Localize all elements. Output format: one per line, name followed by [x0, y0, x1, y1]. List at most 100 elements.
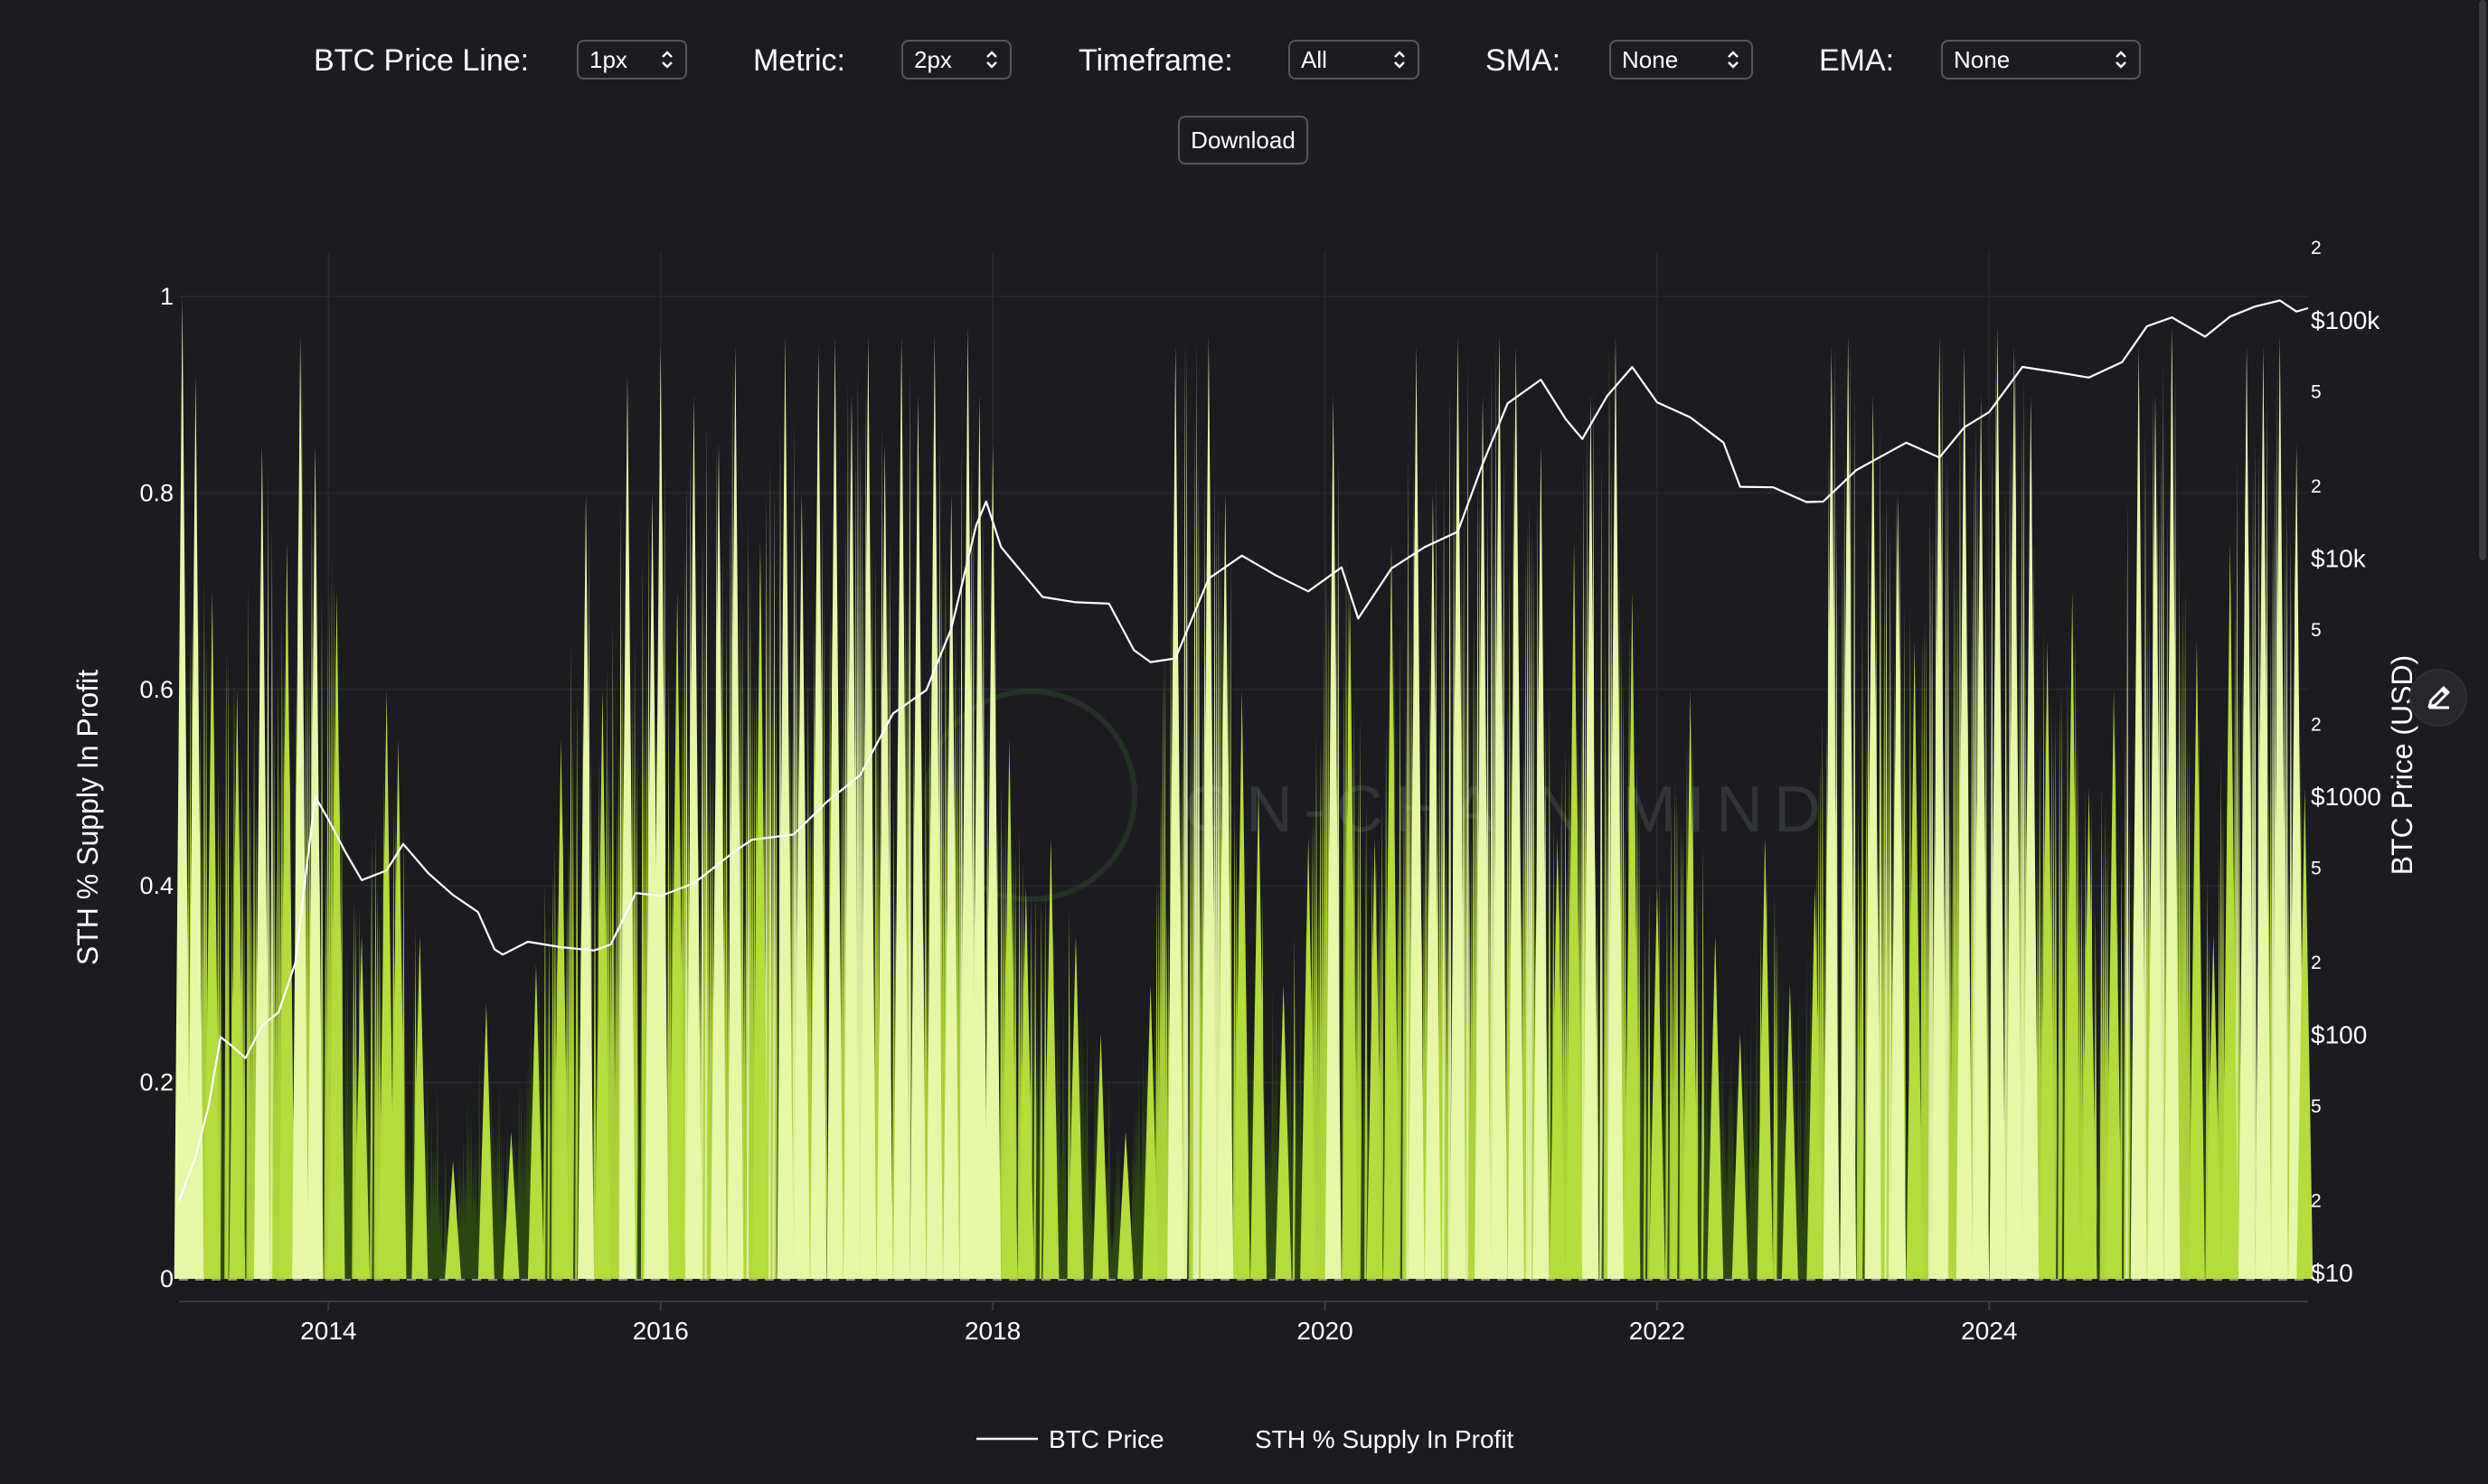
watermark: ON-CHAIN MIND: [924, 689, 1821, 902]
supply-profit-bar: [328, 591, 345, 1279]
btc-price-series: [177, 299, 2309, 1202]
chevron-updown-icon: [662, 51, 673, 69]
supply-profit-bar: [2188, 640, 2205, 1279]
chevron-updown-icon: [2116, 51, 2126, 69]
supply-profit-spike: [1398, 632, 1402, 1279]
supply-profit-bar: [1017, 886, 1034, 1279]
left-axis-tick-label: 0.4: [139, 872, 174, 899]
sma-select[interactable]: None: [1609, 40, 1753, 80]
supply-profit-spike: [908, 365, 912, 1280]
supply-profit-spike: [635, 752, 639, 1279]
supply-profit-bar: [1449, 335, 1466, 1280]
supply-profit-spike: [1063, 1071, 1068, 1279]
left-axis-title: STH % Supply In Profit: [71, 670, 104, 965]
supply-profit-spike: [1088, 1156, 1093, 1279]
supply-profit-bar: [2130, 345, 2147, 1280]
page-scrollbar[interactable]: [2479, 0, 2486, 560]
metric-select[interactable]: 2px: [901, 40, 1012, 80]
sma-label: SMA:: [1485, 43, 1561, 78]
supply-profit-bar: [843, 394, 860, 1279]
supply-profit-spike: [1860, 608, 1864, 1279]
supply-profit-bar: [909, 394, 927, 1279]
supply-profit-bar: [985, 444, 1002, 1279]
supply-profit-bar: [1731, 1033, 1748, 1279]
supply-profit-bar: [2205, 935, 2222, 1279]
supply-profit-bar: [1092, 1033, 1109, 1279]
download-button[interactable]: Download: [1178, 116, 1308, 164]
supply-profit-spike: [1184, 342, 1189, 1280]
supply-profit-bar: [503, 1131, 520, 1279]
supply-profit-bar: [306, 444, 324, 1279]
supply-profit-bar: [2064, 591, 2081, 1279]
right-axis-tick-label: 2: [2311, 238, 2322, 258]
ema-select[interactable]: None: [1941, 40, 2141, 80]
supply-profit-bar: [1475, 394, 1492, 1279]
supply-profit-bar: [578, 493, 595, 1279]
supply-profit-bar: [1864, 394, 1881, 1279]
supply-profit-bar: [826, 335, 843, 1280]
supply-profit-bar: [1042, 836, 1060, 1279]
timeframe-label: Timeframe:: [1079, 43, 1233, 78]
sma-value: None: [1622, 46, 1679, 73]
supply-profit-spike: [704, 419, 709, 1280]
right-axis-tick-label: $10: [2311, 1259, 2353, 1287]
supply-profit-bar: [1408, 345, 1425, 1280]
legend-btc-price-label: BTC Price: [1049, 1425, 1164, 1453]
supply-profit-bar: [876, 444, 893, 1279]
supply-profit-spike: [2161, 362, 2165, 1280]
x-axis-tick-label: 2014: [300, 1317, 356, 1345]
supply-profit-bar: [2106, 689, 2123, 1279]
supply-profit-spike: [2053, 712, 2058, 1279]
supply-profit-spike: [501, 1151, 505, 1279]
supply-profit-bar: [1607, 335, 1624, 1280]
supply-profit-spike: [2125, 501, 2130, 1279]
supply-profit-spike: [1085, 1002, 1089, 1279]
supply-profit-bar: [411, 935, 429, 1279]
supply-profit-bar: [2296, 787, 2314, 1279]
chart-axes: 0 0.2 0.4 0.6 0.8 1 STH % Supply In Profit $10 2…: [71, 238, 2418, 1345]
supply-profit-bar: [1142, 983, 1159, 1279]
supply-profit-bar: [2022, 394, 2040, 1279]
edit-chart-button[interactable]: [2409, 669, 2467, 727]
chart-controls: BTC Price Line: 1px Metric: 2px Timefram…: [0, 36, 2488, 87]
chevron-updown-icon: [1394, 51, 1405, 69]
left-axis-tick-label: 0.8: [139, 479, 174, 506]
supply-profit-bar: [1001, 738, 1018, 1279]
supply-profit-bar: [253, 444, 270, 1279]
supply-profit-bar: [1840, 335, 1857, 1280]
supply-profit-bar: [1931, 335, 1948, 1280]
supply-profit-spike: [2187, 736, 2191, 1279]
supply-profit-bar: [2221, 541, 2238, 1279]
supply-profit-bar: [669, 591, 686, 1279]
supply-profit-bar: [527, 964, 544, 1279]
supply-profit-bar: [1582, 394, 1599, 1279]
supply-profit-bar: [685, 394, 702, 1279]
price-line-value: 1px: [589, 46, 627, 73]
supply-profit-bar: [1989, 325, 2006, 1279]
supply-profit-bar: [860, 335, 877, 1280]
timeframe-select[interactable]: All: [1288, 40, 1419, 80]
right-axis-tick-label: 5: [2311, 381, 2322, 402]
supply-profit-spike: [1196, 450, 1201, 1279]
supply-profit-bar: [971, 394, 988, 1279]
right-axis-tick-label: 5: [2311, 1096, 2322, 1117]
x-axis-tick-label: 2024: [1961, 1317, 2017, 1345]
supply-profit-bar: [1324, 394, 1342, 1279]
supply-profit-bar: [1167, 345, 1184, 1280]
supply-profit-bar: [618, 374, 636, 1280]
supply-profit-bar: [292, 335, 309, 1280]
supply-profit-bar: [1117, 1131, 1135, 1279]
supply-profit-bar: [1491, 335, 1508, 1280]
supply-profit-spike: [1599, 463, 1604, 1279]
supply-profit-bar: [893, 335, 910, 1280]
right-axis-tick-label: $100k: [2311, 306, 2380, 334]
supply-profit-spike: [473, 1137, 477, 1279]
supply-profit-bar: [2146, 394, 2163, 1279]
x-axis-tick-label: 2016: [633, 1317, 689, 1345]
supply-profit-spike: [1442, 475, 1447, 1279]
right-axis-tick-label: 2: [2311, 1191, 2322, 1212]
supply-profit-bar: [1682, 689, 1699, 1279]
x-axis-tick-label: 2020: [1296, 1317, 1352, 1345]
price-line-select[interactable]: 1px: [577, 40, 687, 80]
